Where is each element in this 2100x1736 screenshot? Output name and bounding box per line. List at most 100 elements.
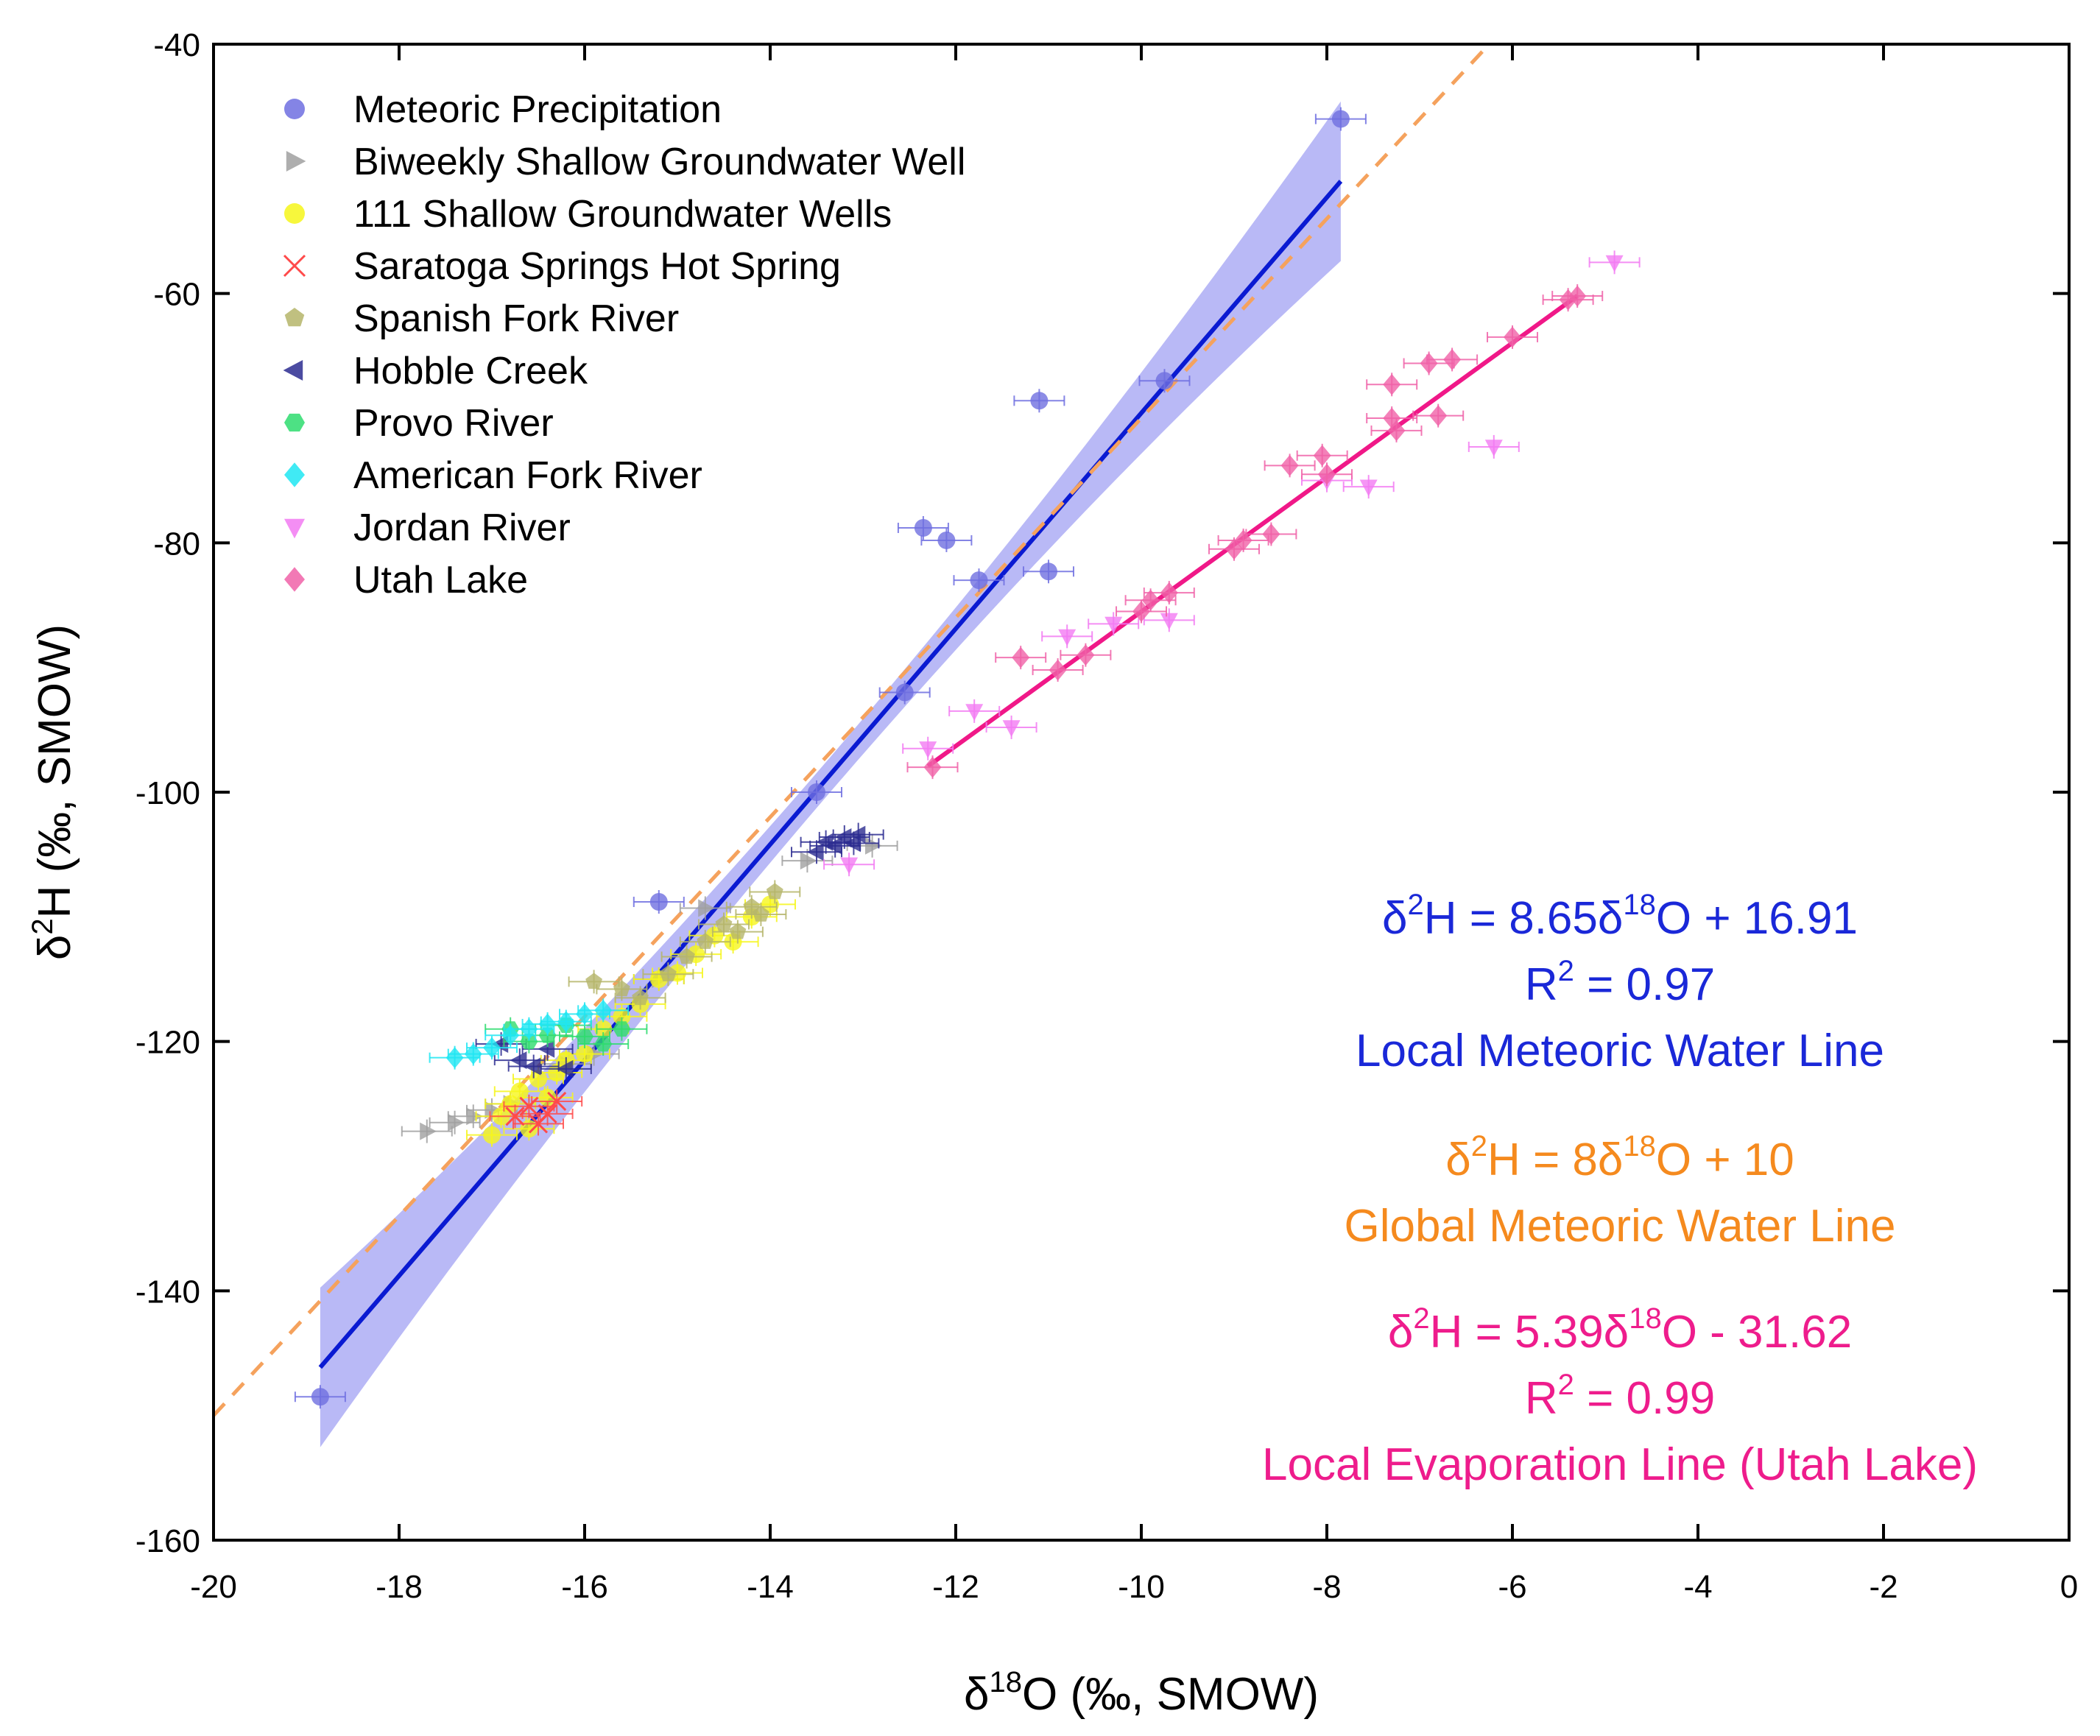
data-point: [483, 1037, 501, 1059]
data-point: [538, 1104, 557, 1123]
data-point: [1331, 110, 1350, 128]
data-point: [594, 999, 613, 1021]
y-tick-label: -120: [135, 1025, 200, 1061]
x-tick-label: -20: [190, 1569, 237, 1605]
data-point: [576, 1045, 593, 1063]
data-point: [576, 1003, 593, 1025]
legend-marker: [286, 151, 306, 172]
data-point: [834, 828, 852, 846]
legend-label: Provo River: [353, 402, 554, 445]
data-point: [1568, 285, 1587, 307]
data-point: [970, 571, 988, 590]
data-point: [1012, 646, 1030, 668]
data-point: [914, 519, 932, 537]
data-point: [524, 1057, 541, 1076]
data-point: [1359, 479, 1378, 497]
y-tick-label: -160: [135, 1523, 200, 1559]
legend-item: Utah Lake: [284, 559, 528, 601]
data-point: [1420, 353, 1438, 374]
legend-marker: [284, 99, 305, 119]
data-point: [464, 1043, 482, 1065]
data-point: [649, 893, 668, 911]
data-point: [445, 1047, 464, 1069]
data-point: [1504, 326, 1521, 348]
data-point: [1030, 392, 1049, 410]
annotation-line: δ2H = 8δ18O + 10: [1445, 1130, 1794, 1185]
legend-marker: [283, 254, 306, 278]
data-point: [844, 834, 861, 853]
x-tick-label: -10: [1118, 1569, 1165, 1605]
data-point: [311, 1388, 329, 1406]
legend-marker: [284, 203, 305, 224]
legend-marker: [284, 567, 305, 592]
data-point: [557, 1011, 575, 1032]
legend-marker: [284, 518, 305, 539]
y-tick-label: -80: [153, 526, 200, 562]
x-tick-label: -4: [1683, 1569, 1712, 1605]
legend-marker: [284, 413, 305, 432]
data-point: [1104, 616, 1123, 634]
data-point: [895, 683, 914, 702]
data-point: [1429, 405, 1448, 426]
data-point: [1132, 601, 1150, 622]
legend-marker: [284, 308, 305, 327]
data-point: [485, 1101, 502, 1119]
trend-line-global-meteoric-water-line: [214, 48, 1487, 1417]
data-point: [510, 1082, 529, 1101]
annotation-line: δ2H = 8.65δ18O + 16.91: [1382, 889, 1858, 944]
legend-item: Spanish Fork River: [284, 297, 679, 340]
data-point: [660, 965, 677, 981]
x-tick-label: -18: [376, 1569, 423, 1605]
data-point: [1387, 420, 1406, 442]
data-point: [1262, 523, 1280, 545]
legend-item: Saratoga Springs Hot Spring: [283, 245, 841, 288]
legend-label: Biweekly Shallow Groundwater Well: [353, 141, 965, 183]
series-saratoga-springs-hot-spring: [489, 1089, 583, 1136]
data-point: [547, 1091, 567, 1112]
y-axis-label: δ2H (‰, SMOW): [27, 624, 80, 960]
annotation-line: δ2H = 5.39δ18O - 31.62: [1388, 1302, 1852, 1358]
data-point: [729, 922, 747, 939]
data-point: [965, 704, 984, 721]
data-point: [848, 825, 866, 844]
legend-label: Saratoga Springs Hot Spring: [353, 245, 841, 288]
data-point: [698, 899, 715, 917]
data-point: [420, 1122, 437, 1140]
legend-label: 111 Shallow Groundwater Wells: [353, 193, 892, 236]
data-point: [923, 756, 942, 778]
data-point: [840, 857, 859, 875]
data-point: [808, 783, 825, 801]
x-tick-label: -16: [561, 1569, 608, 1605]
x-tick-label: 0: [2060, 1569, 2078, 1605]
x-tick-label: -12: [932, 1569, 979, 1605]
annotation-gmwl: δ2H = 8δ18O + 10 Global Meteoric Water Li…: [1345, 1130, 1896, 1252]
annotation-line: R2 = 0.97: [1525, 955, 1715, 1010]
data-point: [1155, 372, 1174, 390]
legend-label: Hobble Creek: [353, 350, 588, 392]
data-point: [766, 883, 783, 900]
annotation-line: Global Meteoric Water Line: [1345, 1201, 1896, 1252]
legend-item: Meteoric Precipitation: [284, 88, 722, 131]
x-tick-label: -6: [1498, 1569, 1526, 1605]
data-point: [1605, 255, 1624, 272]
data-point: [697, 933, 714, 949]
legend-item: 111 Shallow Groundwater Wells: [284, 193, 892, 236]
y-tick-label: -100: [135, 775, 200, 811]
annotation-line: Local Meteoric Water Line: [1356, 1026, 1884, 1076]
data-point: [1058, 629, 1077, 646]
annotation-lel: δ2H = 5.39δ18O - 31.62 R2 = 0.99 Local Eva…: [1262, 1302, 1978, 1490]
x-tick-label: -8: [1312, 1569, 1341, 1605]
annotation-lmwl: δ2H = 8.65δ18O + 16.91 R2 = 0.97 Local Met…: [1356, 889, 1884, 1076]
data-point: [1160, 613, 1178, 630]
x-tick-label: -2: [1869, 1569, 1898, 1605]
data-point: [501, 1024, 520, 1046]
legend-label: American Fork River: [353, 454, 702, 497]
legend-item: Provo River: [284, 402, 554, 445]
legend-marker: [283, 360, 303, 381]
y-tick-label: -140: [135, 1274, 200, 1310]
annotation-line: Local Evaporation Line (Utah Lake): [1262, 1439, 1978, 1490]
data-point: [613, 1007, 631, 1026]
data-point: [510, 1051, 527, 1070]
